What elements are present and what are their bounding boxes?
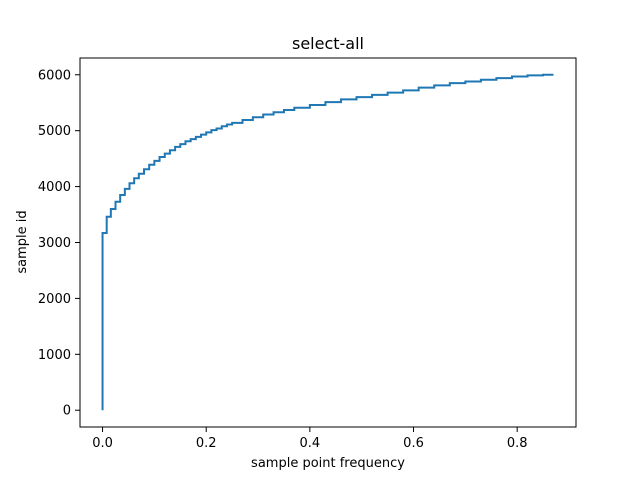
y-axis-ticks: 0 1000 2000 3000 4000 5000 6000 — [38, 68, 80, 419]
x-axis-label: sample point frequency — [251, 456, 405, 471]
y-tick-label: 1000 — [38, 348, 71, 363]
y-tick-label: 0 — [63, 404, 71, 419]
x-tick-label: 0.4 — [300, 436, 321, 451]
y-tick-label: 3000 — [38, 236, 71, 251]
axes-frame — [79, 57, 577, 428]
y-tick-label: 4000 — [38, 180, 71, 195]
x-axis-ticks: 0.0 0.2 0.4 0.6 0.8 — [92, 427, 528, 451]
series-line-0 — [101, 73, 554, 411]
y-axis-label: sample id — [15, 210, 30, 273]
x-tick-label: 0.6 — [403, 436, 424, 451]
chart-title: select-all — [292, 34, 364, 53]
y-tick-label: 5000 — [38, 124, 71, 139]
x-tick-label: 0.8 — [507, 436, 528, 451]
x-tick-label: 0.2 — [196, 436, 217, 451]
y-tick-label: 2000 — [38, 292, 71, 307]
x-tick-label: 0.0 — [92, 436, 113, 451]
y-tick-label: 6000 — [38, 68, 71, 83]
plot-area — [101, 73, 554, 411]
